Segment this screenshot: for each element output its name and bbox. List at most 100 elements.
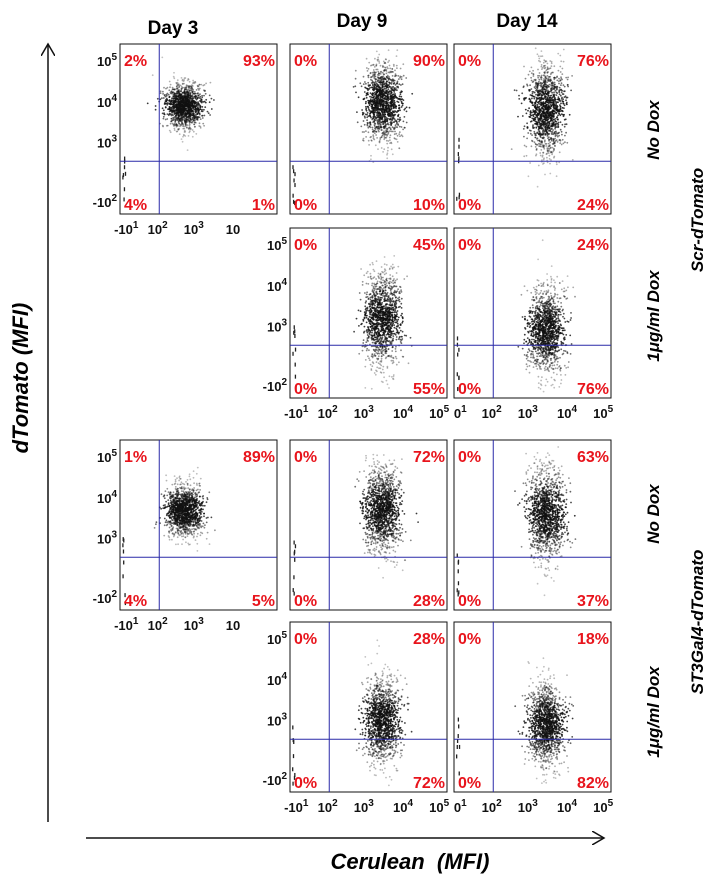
x-tick-label: 102: [148, 616, 168, 633]
x-tick-label: -101: [114, 220, 139, 237]
quadrant-label-ur: 45%: [413, 237, 445, 254]
facs-panel: 0% 63% 0% 37%: [453, 439, 612, 611]
column-header-day3: Day 3: [148, 18, 199, 39]
group-label-scr: Scr-dTomato: [688, 168, 707, 272]
y-tick-label: 104: [97, 93, 117, 110]
y-tick-label: -102: [93, 589, 118, 606]
quadrant-label-ll: 0%: [458, 775, 481, 792]
quadrant-label-lr: 1%: [252, 197, 275, 214]
quadrant-label-ul: 0%: [294, 53, 317, 70]
quadrant-label-ll: 4%: [124, 197, 147, 214]
quadrant-label-lr: 55%: [413, 381, 445, 398]
x-tick-label: 01: [454, 798, 467, 815]
quadrant-label-ll: 4%: [124, 593, 147, 610]
group-label-st3gal4: ST3Gal4-dTomato: [688, 550, 707, 695]
x-tick-label: -101: [114, 616, 139, 633]
quadrant-label-ur: 93%: [243, 53, 275, 70]
x-tick-label: 102: [482, 798, 502, 815]
quadrant-label-lr: 76%: [577, 381, 609, 398]
quadrant-label-lr: 10%: [413, 197, 445, 214]
event-dots: [456, 657, 575, 784]
y-tick-label: -102: [93, 193, 118, 210]
x-tick-label: 103: [518, 404, 538, 421]
x-tick-label: 104: [393, 798, 413, 815]
x-tick-label: 10: [226, 618, 240, 633]
quadrant-label-ur: 28%: [413, 631, 445, 648]
y-tick-label: 104: [97, 489, 117, 506]
facs-panel: 0% 72% 0% 28%: [289, 439, 448, 611]
quadrant-label-ul: 0%: [294, 631, 317, 648]
x-tick-label: 104: [557, 404, 577, 421]
event-dots: [292, 453, 419, 596]
quadrant-label-ul: 0%: [458, 53, 481, 70]
x-tick-label: 105: [593, 404, 613, 421]
quadrant-label-ll: 0%: [458, 381, 481, 398]
x-tick-label: 103: [184, 220, 204, 237]
quadrant-label-ur: 76%: [577, 53, 609, 70]
event-dots: [456, 47, 574, 201]
x-tick-label: 104: [393, 404, 413, 421]
quadrant-label-ur: 90%: [413, 53, 445, 70]
event-dots: [292, 639, 413, 787]
quadrant-label-ul: 0%: [294, 449, 317, 466]
quadrant-label-ul: 0%: [458, 237, 481, 254]
y-tick-label: 105: [97, 448, 117, 465]
quadrant-label-ur: 18%: [577, 631, 609, 648]
row-label-dox-1: 1μg/ml Dox: [644, 269, 663, 362]
x-tick-label: 105: [429, 404, 449, 421]
facs-panel: 0% 24% 0% 76% 01 102 103 104 105: [453, 227, 614, 421]
facs-panel: 0% 18% 0% 82% 01 102 103 104 105: [453, 621, 614, 815]
quadrant-label-ul: 1%: [124, 449, 147, 466]
quadrant-label-lr: 72%: [413, 775, 445, 792]
y-tick-label: 105: [267, 630, 287, 647]
x-tick-label: 103: [354, 404, 374, 421]
y-tick-label: 103: [267, 318, 287, 335]
panel-frame: [289, 227, 448, 399]
row-label-no-dox-1: No Dox: [644, 99, 663, 160]
x-axis-label: Cerulean (MFI): [331, 849, 490, 874]
x-tick-label: 103: [518, 798, 538, 815]
quadrant-label-ur: 72%: [413, 449, 445, 466]
quadrant-label-ll: 0%: [294, 775, 317, 792]
panel-frame: [289, 621, 448, 793]
quadrant-label-ll: 0%: [458, 197, 481, 214]
panel-frame: [289, 43, 448, 215]
x-tick-label: 10: [226, 222, 240, 237]
y-tick-label: 103: [267, 712, 287, 729]
quadrant-label-lr: 82%: [577, 775, 609, 792]
y-tick-label: 104: [267, 277, 287, 294]
y-tick-label: 103: [97, 134, 117, 151]
facs-panel: 0% 76% 0% 24%: [453, 43, 612, 215]
event-dots: [122, 466, 216, 606]
column-header-day14: Day 14: [496, 11, 558, 32]
event-dots: [456, 446, 577, 597]
x-tick-label: 103: [354, 798, 374, 815]
panel-frame: [453, 43, 612, 215]
quadrant-label-ul: 2%: [124, 53, 147, 70]
quadrant-label-ur: 89%: [243, 449, 275, 466]
quadrant-label-ul: 0%: [294, 237, 317, 254]
quadrant-label-lr: 5%: [252, 593, 275, 610]
x-tick-label: 102: [318, 404, 338, 421]
y-tick-label: 105: [97, 52, 117, 69]
x-tick-label: 105: [593, 798, 613, 815]
x-tick-label: 105: [429, 798, 449, 815]
quadrant-label-lr: 28%: [413, 593, 445, 610]
quadrant-label-ul: 0%: [458, 449, 481, 466]
facs-panel: 0% 90% 0% 10%: [289, 43, 448, 215]
event-dots: [122, 56, 215, 202]
facs-panel: 0% 45% 0% 55% 105 104 103 -102 -101 102 103 104 105: [263, 227, 450, 421]
y-tick-label: 103: [97, 530, 117, 547]
y-tick-label: 105: [267, 236, 287, 253]
x-tick-label: 102: [482, 404, 502, 421]
y-tick-label: -102: [263, 377, 288, 394]
column-header-day9: Day 9: [337, 11, 388, 32]
panel-frame: [119, 43, 278, 215]
y-tick-label: 104: [267, 671, 287, 688]
facs-panel: 1% 89% 4% 5% 105 104 103 -102 -101 102 103 10: [93, 439, 278, 633]
quadrant-label-ll: 0%: [458, 593, 481, 610]
x-tick-label: 102: [318, 798, 338, 815]
quadrant-label-ur: 24%: [577, 237, 609, 254]
y-tick-label: -102: [263, 771, 288, 788]
